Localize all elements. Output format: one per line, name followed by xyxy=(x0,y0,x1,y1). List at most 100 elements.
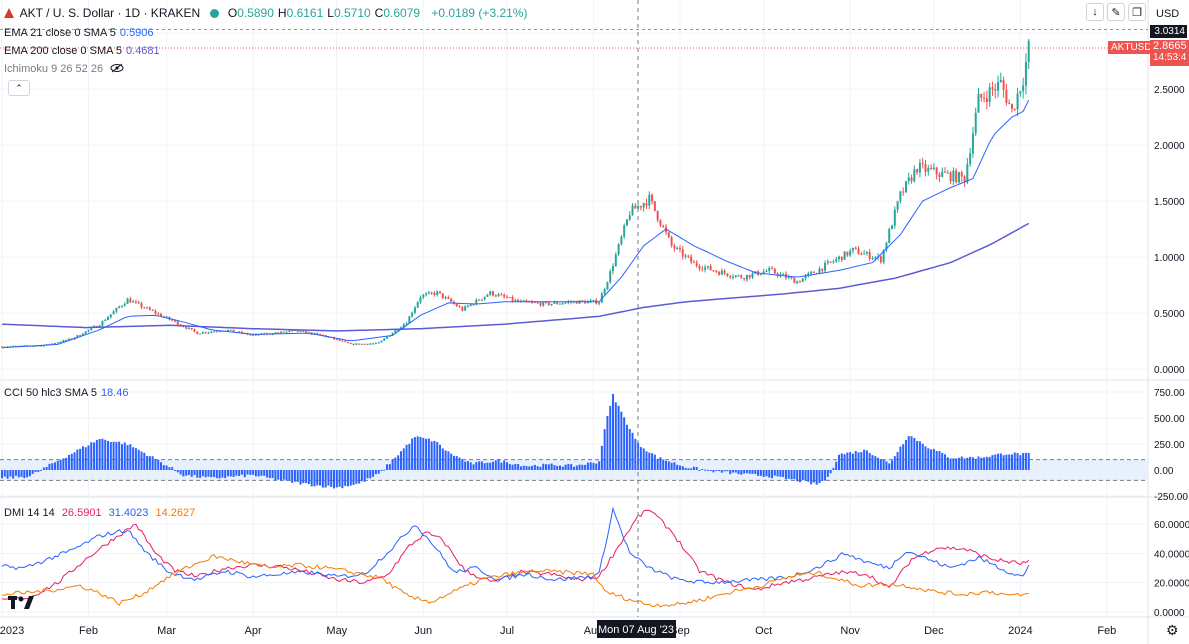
cci-bar xyxy=(40,469,43,471)
cci-bar xyxy=(254,470,257,477)
cci-bar xyxy=(399,451,402,470)
candle xyxy=(469,304,472,307)
cci-bar xyxy=(988,456,991,470)
candle xyxy=(843,251,846,260)
dmi-legend[interactable]: DMI 14 14 26.5901 31.4023 14.2627 xyxy=(4,506,195,520)
candle xyxy=(363,343,366,345)
cci-bar xyxy=(690,468,693,470)
cci-bar xyxy=(877,457,880,470)
cci-bar xyxy=(235,470,238,476)
dmi-series-line-2 xyxy=(1,554,1029,608)
candle xyxy=(709,263,712,271)
candle xyxy=(832,259,835,264)
ohlc-value-c: 0.6079 xyxy=(383,6,421,20)
candle xyxy=(319,333,322,335)
cci-bar xyxy=(126,445,129,470)
candle xyxy=(935,166,938,180)
candle xyxy=(902,187,905,196)
ohlc-value-o: 0.5890 xyxy=(237,6,274,20)
candle xyxy=(193,328,196,333)
candle xyxy=(854,246,857,250)
cci-bar xyxy=(620,411,623,470)
dmi-pane[interactable] xyxy=(1,506,1030,608)
cci-bar xyxy=(946,457,949,470)
tradingview-logo[interactable] xyxy=(8,596,34,614)
cci-bar xyxy=(260,470,263,476)
candle xyxy=(771,265,774,270)
cci-y-tick-label: 250.00 xyxy=(1154,440,1185,451)
cci-bar xyxy=(307,470,310,485)
arrow-down-button[interactable]: ↓ xyxy=(1086,3,1104,21)
eye-hidden-icon[interactable] xyxy=(110,63,124,75)
cci-bar xyxy=(634,438,637,470)
candle xyxy=(240,330,243,335)
ema21-label: EMA 21 close 0 SMA 5 xyxy=(4,27,116,39)
symbol-title[interactable]: AKT / U. S. Dollar · 1D · KRAKEN xyxy=(19,6,201,20)
candle xyxy=(684,253,687,259)
cci-bar xyxy=(1019,455,1022,470)
restore-button[interactable]: ❐ xyxy=(1128,3,1146,21)
candle xyxy=(1002,76,1005,98)
candle xyxy=(773,267,776,275)
candle xyxy=(422,293,425,300)
cci-bar xyxy=(759,470,762,476)
candle xyxy=(653,201,656,212)
cci-bar xyxy=(782,470,785,477)
cci-bar xyxy=(182,470,185,477)
candle xyxy=(411,311,414,318)
candle xyxy=(659,219,662,228)
cci-bar xyxy=(969,456,972,470)
ichimoku-legend[interactable]: Ichimoku 9 26 52 26 xyxy=(4,62,124,76)
cci-y-tick-label: 750.00 xyxy=(1154,388,1185,399)
candle xyxy=(79,334,82,337)
cci-bar xyxy=(893,456,896,470)
cci-bar xyxy=(863,449,866,470)
candle xyxy=(603,287,606,296)
x-tick-label: Feb xyxy=(79,625,98,637)
cci-bar xyxy=(363,470,366,482)
cci-bar xyxy=(665,460,668,470)
candle xyxy=(120,305,123,308)
cci-bar xyxy=(492,461,495,470)
cci-bar xyxy=(723,470,726,472)
cci-bar xyxy=(397,455,400,470)
cci-bar xyxy=(944,454,947,470)
settings-icon[interactable]: ⚙ xyxy=(1166,622,1179,638)
cci-bar xyxy=(771,470,774,479)
ohlc-key-h: H xyxy=(277,6,287,20)
cci-bar xyxy=(207,470,210,477)
cci-bar xyxy=(215,470,218,479)
candle xyxy=(734,275,737,279)
cci-bar xyxy=(815,470,818,485)
collapse-legend-button[interactable]: ⌃ xyxy=(8,80,30,96)
cci-legend[interactable]: CCI 50 hlc3 SMA 5 18.46 xyxy=(4,386,128,400)
candle xyxy=(173,320,176,323)
cci-bar xyxy=(882,459,885,470)
cci-bar xyxy=(452,455,455,470)
ema200-legend[interactable]: EMA 200 close 0 SMA 5 0.4681 xyxy=(4,44,160,58)
cci-bar xyxy=(865,450,868,470)
cci-bar xyxy=(333,470,336,489)
candle xyxy=(681,245,684,260)
x-tick-label: Oct xyxy=(755,625,772,637)
cci-bar xyxy=(369,470,372,479)
price-y-tick-label: 1.0000 xyxy=(1154,253,1185,264)
cci-bar xyxy=(871,455,874,470)
cci-bar xyxy=(12,470,15,479)
candle xyxy=(966,157,969,185)
cci-bar xyxy=(983,457,986,470)
x-tick-label: Apr xyxy=(245,625,262,637)
dmi-y-tick-label: 40.0000 xyxy=(1154,549,1189,560)
crosshair-date-label: Mon 07 Aug '23 xyxy=(597,620,676,638)
candle xyxy=(346,341,349,344)
ema21-legend[interactable]: EMA 21 close 0 SMA 5 0.5906 xyxy=(4,26,154,40)
cci-bar xyxy=(23,470,26,479)
candle xyxy=(921,157,924,169)
edit-button[interactable]: ✎ xyxy=(1107,3,1125,21)
cci-pane[interactable] xyxy=(0,393,1148,489)
currency-label[interactable]: USD xyxy=(1156,8,1180,20)
price-pane[interactable] xyxy=(0,28,1148,349)
candle xyxy=(745,274,748,282)
